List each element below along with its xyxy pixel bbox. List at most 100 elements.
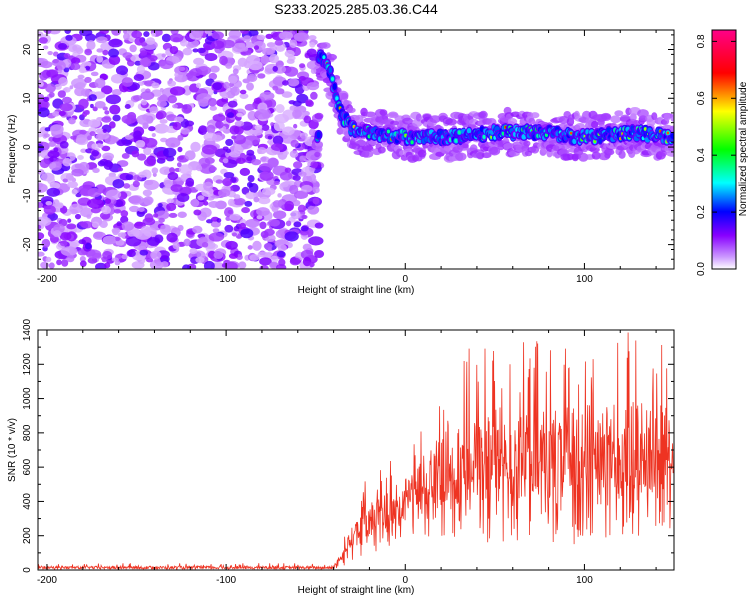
spectrogram-cell [289,39,298,49]
spectrogram-cell [39,159,50,169]
x-tick-label: 100 [576,575,593,586]
spectrogram-cell [195,256,205,264]
spectrogram-cell [101,205,112,215]
spectrogram-cell [136,65,145,74]
spectrogram-cell [284,167,292,173]
spectrogram-x-axis-label: Height of straight line (km) [298,285,415,296]
spectrogram-cell [38,169,45,175]
spectrogram-cell [284,200,295,212]
spectrogram-cell [217,188,231,198]
spectrogram-cell [147,236,161,247]
spectrogram-cell [120,210,129,218]
spectrogram-cell [224,224,234,233]
spectrogram-cell [670,114,674,122]
spectrogram-cell [115,237,121,242]
spectrogram-cell [139,249,149,256]
x-tick-label: 0 [402,575,408,586]
spectrogram-cell [229,125,240,135]
spectrogram-cell [89,131,96,137]
y-tick-label: 0 [22,144,33,150]
spectrogram-cell [246,149,255,156]
spectrogram-cell [305,99,313,106]
spectrogram-cell [259,265,269,269]
spectrogram-cell [131,30,143,39]
spectrogram-cell [651,112,658,121]
spectrogram-cell [161,261,169,268]
spectrogram-cell [52,59,59,64]
spectrogram-cell [174,116,184,123]
spectrogram-cell [63,67,70,73]
spectrogram-cell [99,30,109,35]
spectrogram-cell [481,152,492,159]
spectrogram-cell [116,139,127,147]
spectrogram-cell [300,229,309,236]
spectrogram-cell [282,126,295,136]
spectrogram-cell [261,124,270,131]
spectrogram-cell [70,57,81,65]
spectrogram-cell [183,238,191,247]
spectrogram-cell [272,135,284,146]
spectrogram-cell [259,221,267,230]
spectrogram-cell [253,196,260,203]
spectrogram-cell [201,144,218,155]
spectrogram-cell [111,257,119,262]
spectrogram-cell [136,114,152,125]
spectrogram-cell [94,100,106,109]
spectrogram-cell [172,121,182,131]
spectrogram-cell [275,88,285,95]
spectrogram-cell [242,35,252,42]
spectrogram-cell [259,156,270,163]
spectrogram-cell [68,44,82,53]
spectrogram-cell [454,138,458,143]
spectrogram-cell [364,111,377,118]
spectrogram-cell [282,150,289,156]
spectrogram-cell [69,203,83,214]
spectrogram-cell [229,213,241,221]
y-tick-label: 200 [22,527,33,544]
spectrogram-cell [95,133,106,141]
spectrogram-cell [197,195,205,201]
spectrogram-cell [610,115,621,124]
spectrogram-cell [60,246,78,257]
spectrogram-cell [128,195,144,205]
spectrogram-plot-frame [37,29,675,270]
spectrogram-cell [256,215,263,220]
spectrogram-cell [104,198,112,204]
spectrogram-cell [211,31,224,40]
colorbar-axes: 0.0 0.2 0.4 0.6 0.8 [696,34,736,276]
spectrogram-cell [354,114,364,124]
spectrogram-cell [40,60,53,69]
spectrogram-cell [294,83,305,95]
spectrogram-cell [293,123,298,129]
spectrogram-cell [252,40,266,51]
spectrogram-cell [274,39,284,46]
spectrogram-cell [507,118,518,126]
spectrogram-cell [225,148,231,154]
colorbar-label: Normalized spectral amplitude [738,81,749,216]
spectrogram-cell [169,33,184,43]
spectrogram-cell [211,134,223,142]
spectrogram-cell [170,184,183,193]
spectrogram-cell [102,152,115,161]
spectrogram-cell [182,47,193,56]
y-tick-label: 10 [22,92,33,104]
spectrogram-cell [265,33,273,39]
spectrogram-cell [308,236,324,246]
spectrogram-cell [192,48,199,53]
colorbar-tick-label: 0.8 [696,34,707,48]
spectrogram-cell [223,171,235,179]
spectrogram-cell [466,128,472,134]
spectrogram-cell [284,231,299,242]
spectrogram-cell [663,112,671,122]
spectrogram-cell [121,221,135,232]
spectrogram-cell [212,82,223,91]
spectrogram-cell [128,205,140,213]
spectrogram-cell [64,30,72,35]
spectrogram-cell [227,198,235,207]
spectrogram-cell [417,149,427,158]
spectrogram-cell [198,125,208,136]
spectrogram-cell [361,150,374,158]
spectrogram-cell [158,202,163,208]
